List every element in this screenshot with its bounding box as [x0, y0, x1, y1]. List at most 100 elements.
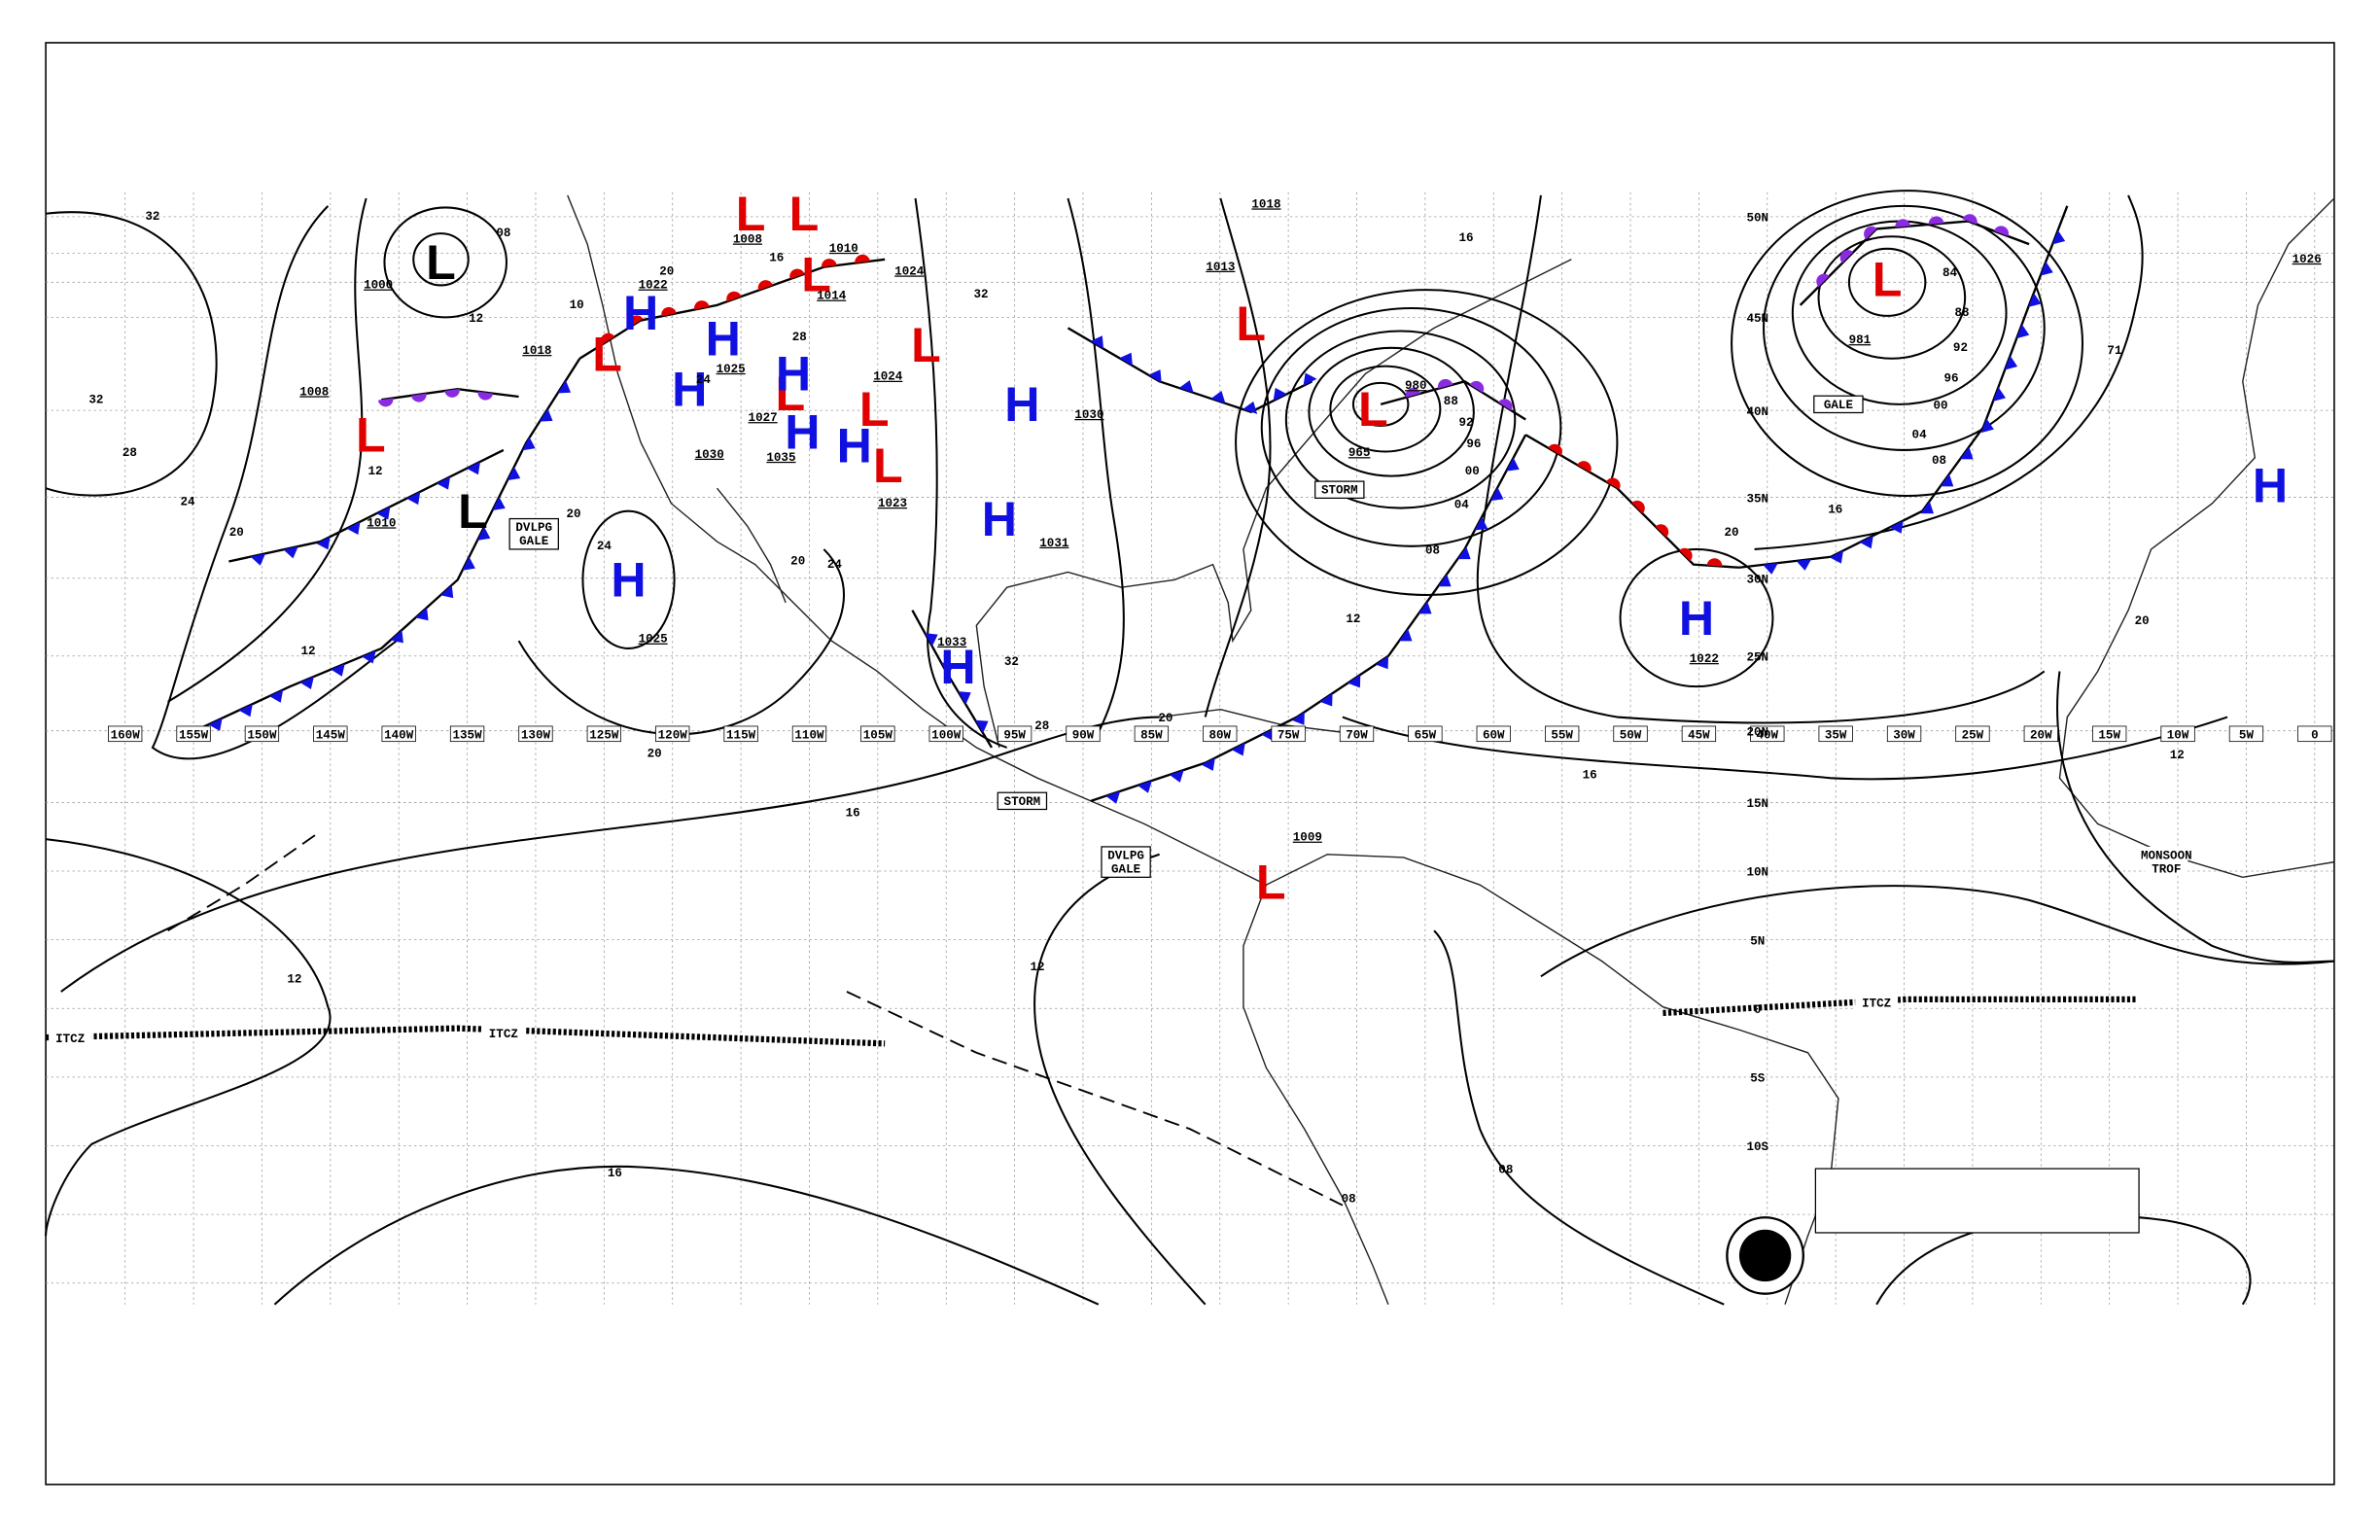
warning-label: DVLPG GALE: [1107, 849, 1144, 876]
front-semicircle: [444, 388, 460, 398]
latitude-label: 25N: [1746, 650, 1768, 664]
longitude-box: [1339, 725, 1375, 743]
front-triangle: [476, 526, 491, 541]
front-triangle: [283, 546, 298, 559]
longitude-label: 140W: [384, 729, 414, 743]
isobar-label: 12: [1031, 961, 1045, 974]
front-triangle: [1242, 401, 1258, 414]
pressure-center: L: [426, 235, 456, 290]
coastline: [2058, 197, 2335, 879]
feature-box: [2145, 846, 2188, 876]
front-semicircle: [757, 280, 773, 291]
isobar: [1847, 247, 1927, 317]
front-triangle: [2016, 324, 2030, 339]
isobar: [2056, 671, 2334, 963]
pressure-center: L: [911, 318, 941, 372]
longitude-box: [2092, 725, 2127, 743]
warning-box: [1314, 480, 1365, 499]
front-triangle: [940, 662, 955, 677]
isobar-label: 16: [846, 807, 860, 821]
isobar-label: 16: [769, 251, 784, 264]
central-pressure: 1025: [639, 633, 668, 647]
front-triangle: [390, 629, 403, 644]
longitude-label: 125W: [589, 729, 619, 743]
isobar-label: 92: [1953, 341, 1968, 355]
pressure-center: L: [1872, 252, 1903, 306]
front-semicircle: [477, 391, 494, 401]
front-triangle: [1303, 372, 1317, 386]
warning-label: STORM: [1321, 484, 1358, 498]
longitude-label: 100W: [931, 729, 962, 743]
pressure-center: L: [1358, 382, 1388, 437]
longitude-label: 130W: [521, 729, 551, 743]
front-semicircle: [1962, 214, 1978, 225]
pressure-center: H: [982, 492, 1017, 546]
longitude-label: 145W: [316, 729, 346, 743]
pressure-center: L: [859, 382, 890, 437]
isobar: [517, 548, 845, 736]
front-semicircle: [1895, 219, 1911, 228]
longitude-box: [1613, 725, 1648, 743]
central-pressure: 1025: [717, 363, 746, 376]
longitude-box: [1545, 725, 1580, 743]
longitude-label: 70W: [1346, 729, 1368, 743]
longitude-box: [108, 725, 143, 743]
front-triangle: [1319, 693, 1333, 707]
central-pressure: 1026: [2292, 253, 2322, 266]
pressure-center: L: [1256, 855, 1286, 909]
latitude-label: 35N: [1746, 492, 1768, 506]
pressure-center: H: [776, 347, 811, 402]
isobar: [1204, 197, 1272, 718]
isobar-label: 24: [180, 495, 195, 508]
isobar: [1033, 853, 1207, 1306]
front-triangle: [1940, 473, 1954, 487]
front-triangle: [2052, 229, 2066, 245]
front-triangle: [415, 607, 429, 621]
longitude-label: 65W: [1415, 729, 1437, 743]
isobar-label: 32: [88, 393, 103, 406]
isobar-label: 88: [1444, 395, 1458, 408]
info-box: [1814, 1168, 2140, 1234]
front-semicircle: [661, 306, 677, 317]
front-triangle: [1138, 780, 1152, 793]
front-semicircle: [1605, 477, 1621, 490]
longitude-box: [1750, 725, 1785, 743]
longitude-box: [1476, 725, 1511, 743]
isobar-label: 28: [122, 446, 137, 460]
latitude-label: 45N: [1746, 312, 1768, 326]
longitude-label: 35W: [1825, 729, 1847, 743]
isobar-label: 10: [570, 298, 584, 312]
longitude-box: [997, 725, 1032, 743]
longitude-label: 5W: [2239, 729, 2255, 743]
central-pressure: 1000: [364, 279, 393, 293]
front-triangle: [1231, 743, 1245, 756]
longitude-box: [518, 725, 553, 743]
isobar-label: 24: [696, 373, 712, 387]
longitude-box: [381, 725, 416, 743]
isobar-label: 08: [1425, 544, 1440, 558]
front-triangle: [1348, 674, 1361, 688]
isobar: [1284, 330, 1517, 509]
longitude-box: [244, 725, 280, 743]
pressure-center: H: [672, 362, 707, 416]
longitude-label: 25W: [1962, 729, 1984, 743]
isobar-label: 20: [648, 747, 662, 760]
front-triangle: [406, 491, 421, 506]
front-semicircle: [789, 268, 805, 280]
longitude-label: 95W: [1003, 729, 1026, 743]
latitude-label: 5N: [1750, 934, 1765, 948]
isobar-label: 04: [1912, 428, 1928, 441]
front-semicircle: [1816, 273, 1830, 287]
isobar-label: 20: [2135, 614, 2150, 628]
pressure-center: L: [356, 408, 386, 463]
isobar: [1342, 716, 2228, 781]
central-pressure: 1033: [937, 636, 966, 649]
front-triangle: [958, 691, 971, 705]
front-triangle: [2040, 261, 2053, 276]
front-triangle: [1920, 501, 1934, 514]
front-semicircle: [822, 259, 837, 267]
isobar: [412, 232, 470, 287]
isobar-label: 20: [566, 508, 580, 521]
latitude-label: 0: [1754, 1003, 1762, 1017]
front-triangle: [975, 719, 989, 734]
